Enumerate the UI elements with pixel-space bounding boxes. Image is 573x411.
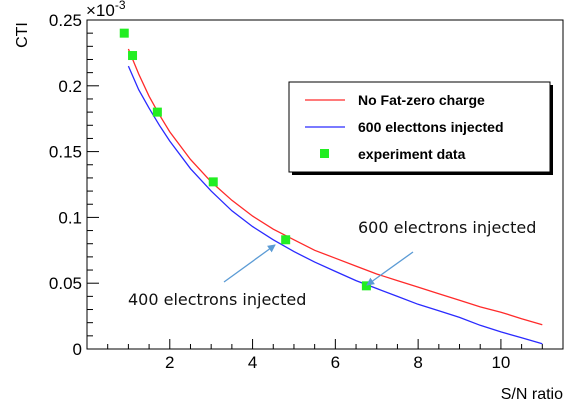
y-tick-label: 0.05 [49, 274, 82, 293]
x-axis-label: S/N ratio [501, 386, 563, 403]
y-tick-label: 0 [73, 340, 82, 359]
x-tick-label: 8 [413, 353, 422, 372]
y-axis-tick-labels: 0 0.05 0.1 0.15 0.2 0.25 [49, 11, 82, 359]
experiment-data-points [119, 28, 371, 291]
x-tick-label: 6 [331, 353, 340, 372]
annotation-arrow-400 [223, 244, 276, 283]
y-multiplier-exponent: -3 [115, 0, 126, 12]
series-lines [127, 48, 543, 345]
y-tick-label: 0.1 [58, 208, 82, 227]
y-tick-label: 0.15 [49, 143, 82, 162]
legend-swatch-experiment-data [320, 149, 329, 158]
experiment-data-point [281, 235, 291, 245]
x-tick-label: 2 [165, 353, 174, 372]
legend: No Fat-zero charge 600 electtons injecte… [288, 81, 553, 175]
y-axis-label: CTI [14, 22, 31, 48]
legend-label-no-fat-zero: No Fat-zero charge [358, 92, 485, 108]
y-tick-label: 0.25 [49, 11, 82, 30]
plot-frame [86, 19, 564, 350]
y-multiplier-base: ×10 [86, 1, 115, 20]
series-line-1 [127, 65, 543, 345]
legend-label-600-electtons: 600 electtons injected [358, 119, 504, 135]
x-tick-label: 10 [491, 353, 510, 372]
annotation-600-electrons: 600 electrons injected [358, 218, 536, 237]
legend-label-experiment-data: experiment data [358, 146, 466, 162]
annotation-400-electrons: 400 electrons injected [128, 290, 306, 309]
x-tick-label: 4 [248, 353, 257, 372]
x-axis-ticks [86, 339, 564, 349]
annotation-arrow-600 [366, 251, 414, 286]
y-axis-ticks [87, 19, 99, 350]
y-tick-label: 0.2 [58, 77, 82, 96]
series-line-0 [127, 48, 543, 326]
experiment-data-point [152, 107, 162, 117]
experiment-data-point [119, 28, 129, 38]
experiment-data-point [361, 281, 371, 291]
y-axis-multiplier: ×10-3 [86, 0, 126, 20]
experiment-data-point [208, 177, 218, 187]
experiment-data-point [128, 51, 138, 61]
x-axis-tick-labels: 2 4 6 8 10 [165, 353, 510, 372]
